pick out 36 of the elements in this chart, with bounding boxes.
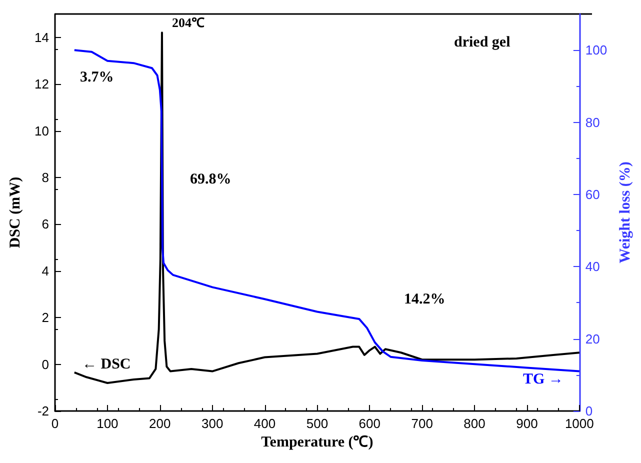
- y-tick-label: 10: [34, 123, 49, 138]
- x-tick-label: 1000: [564, 416, 594, 431]
- x-tick-label: 600: [358, 416, 380, 431]
- annotation: ← DSC: [82, 356, 131, 372]
- x-tick-label: 100: [96, 416, 118, 431]
- y2-tick-label: 60: [585, 186, 600, 202]
- y-tick-label: 12: [34, 76, 49, 92]
- annotation: 69.8%: [190, 172, 232, 188]
- y2-axis-title: Weight loss (%): [618, 162, 634, 264]
- x-tick-label: 500: [306, 416, 328, 431]
- annotation: 3.7%: [80, 70, 114, 86]
- x-tick-label: 200: [149, 416, 171, 431]
- y-tick-label: 2: [42, 310, 49, 326]
- annotation: 14.2%: [404, 292, 446, 308]
- y-tick-label: 14: [34, 30, 49, 45]
- y-tick-label: 8: [42, 170, 49, 185]
- x-tick-label: 300: [201, 416, 224, 431]
- x-axis-title: Temperature (℃): [261, 434, 374, 450]
- y-tick-label: 4: [42, 263, 49, 278]
- x-tick-label: 800: [464, 416, 486, 431]
- y2-tick-label: 0: [585, 404, 593, 418]
- y2-tick-label: 80: [585, 114, 600, 130]
- annotation: TG →: [523, 372, 564, 388]
- annotation: dried gel: [454, 34, 510, 50]
- y2-tick-label: 40: [585, 259, 600, 274]
- y-tick-label: 6: [42, 216, 49, 232]
- annotation: 204℃: [172, 15, 204, 30]
- y-tick-label: 0: [42, 356, 49, 372]
- y-tick-label: -2: [37, 404, 49, 418]
- x-tick-label: 400: [254, 416, 276, 431]
- y-axis-title: DSC (mW): [8, 176, 24, 248]
- x-tick-label: 700: [411, 416, 433, 431]
- x-tick-label: 900: [516, 416, 538, 431]
- y2-tick-label: 100: [585, 42, 608, 58]
- y2-tick-label: 20: [585, 331, 600, 346]
- x-tick-label: 0: [51, 416, 59, 431]
